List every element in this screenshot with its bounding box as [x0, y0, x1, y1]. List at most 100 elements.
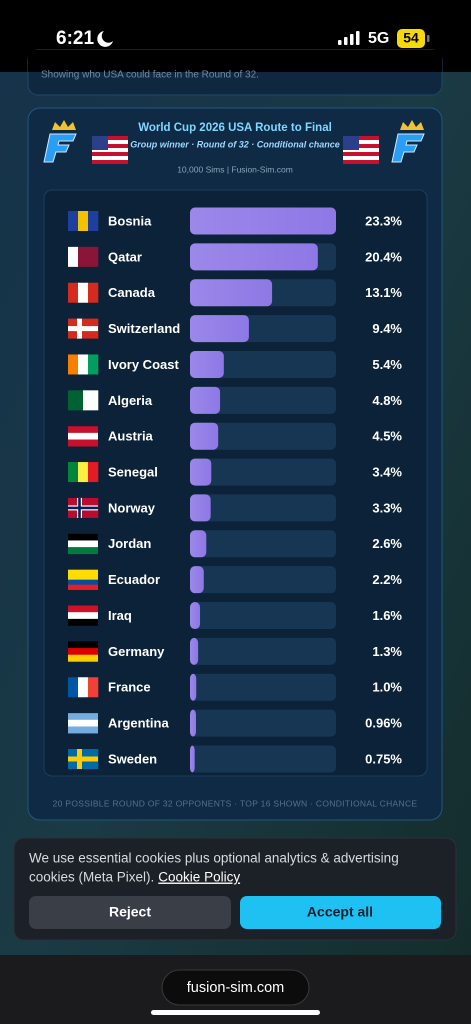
- flag-icon: [68, 354, 99, 375]
- bar-track: [190, 422, 336, 450]
- card-source: 10,000 Sims | Fusion-Sim.com: [177, 164, 293, 174]
- cookie-policy-link[interactable]: Cookie Policy: [158, 870, 240, 885]
- battery-level: 54: [403, 30, 419, 46]
- flag-stripe: [92, 144, 128, 148]
- value-label: 1.3%: [372, 644, 402, 659]
- flag-stripe: [68, 654, 98, 662]
- flag-icon: [68, 426, 98, 447]
- flag-stripe: [68, 726, 98, 734]
- bar-track: [190, 566, 336, 594]
- flag-icon: [68, 462, 99, 483]
- flag-stripe: [68, 439, 98, 447]
- flag-stripe: [88, 462, 99, 483]
- flag-stripe: [68, 574, 98, 580]
- status-cover: [28, 50, 442, 72]
- flag-stripe: [68, 713, 98, 721]
- flag-stripe: [68, 390, 84, 411]
- flag-icon: [68, 569, 98, 590]
- bar-sheen: [190, 279, 273, 307]
- flag-icon: [68, 677, 99, 698]
- bar-track: [190, 458, 336, 486]
- card-footer: 20 POSSIBLE ROUND OF 32 OPPONENTS · TOP …: [53, 798, 418, 808]
- chart: Bosnia 23.3% Qatar 20.4% Canada 13.1% Switzerl…: [68, 207, 402, 773]
- flag-canton: [343, 136, 359, 150]
- value-label: 0.75%: [365, 751, 402, 766]
- flag-stripe: [92, 160, 128, 164]
- flag-icon: [68, 390, 99, 411]
- bar-sheen: [190, 243, 318, 271]
- bar-sheen: [190, 422, 219, 450]
- flag-stripe: [88, 677, 99, 698]
- value-label: 2.6%: [372, 536, 402, 551]
- value-label: 20.4%: [365, 249, 402, 264]
- flag-cross: [68, 506, 98, 510]
- category-label: Jordan: [108, 536, 151, 551]
- flag-icon: [68, 497, 99, 518]
- bar-sheen: [190, 494, 211, 522]
- flag-stripe: [88, 282, 99, 303]
- value-label: 4.5%: [372, 429, 402, 444]
- flag-stripe: [68, 648, 98, 656]
- bar-sheen: [190, 566, 204, 594]
- flag-stripe: [68, 211, 79, 231]
- flag-stripe: [88, 211, 99, 231]
- flag-cross: [68, 756, 98, 762]
- category-label: Bosnia: [108, 213, 152, 228]
- flag-stripe: [92, 140, 128, 144]
- f-logo: [391, 133, 425, 163]
- flag-stripe: [92, 148, 128, 152]
- flag-stripe: [92, 156, 128, 160]
- us-flag: [343, 136, 379, 164]
- flag-stripe: [68, 719, 98, 727]
- bar-sheen: [190, 745, 195, 773]
- flag-stripe: [78, 211, 89, 231]
- value-label: 3.4%: [372, 465, 402, 480]
- bar-sheen: [190, 350, 224, 378]
- flag-stripe: [343, 136, 379, 140]
- bar-sheen: [190, 637, 199, 665]
- bar-track: [190, 350, 336, 378]
- value-label: 0.96%: [365, 716, 402, 731]
- bar-track: [190, 673, 336, 701]
- f-logo: [43, 133, 77, 163]
- category-label: Senegal: [108, 465, 158, 480]
- flag-icon: [68, 318, 99, 339]
- flag-stripe: [92, 152, 128, 156]
- network: 5G: [368, 30, 389, 47]
- reject-label[interactable]: Reject: [109, 904, 151, 920]
- bar-sheen: [190, 602, 201, 630]
- time: 6:21: [56, 28, 94, 49]
- value-label: 13.1%: [365, 285, 402, 300]
- category-label: Ecuador: [108, 572, 160, 587]
- bar-sheen: [190, 386, 221, 414]
- flag-stripe: [343, 160, 379, 164]
- url-pill[interactable]: [161, 969, 310, 1006]
- flag-stripe: [88, 246, 99, 267]
- flag-icon: [68, 533, 98, 555]
- flag-stripe: [78, 677, 89, 698]
- flag-stripe: [343, 148, 379, 152]
- us-flag: [92, 136, 128, 164]
- reject-button[interactable]: [29, 896, 231, 929]
- flag-stripe: [343, 152, 379, 156]
- bar-track: [190, 602, 336, 630]
- bar-sheen: [190, 530, 207, 558]
- flag-cross: [68, 326, 98, 332]
- category-label: France: [108, 680, 151, 695]
- flag-stripe: [68, 569, 98, 575]
- value-label: 3.3%: [372, 500, 402, 515]
- flag-stripe: [343, 156, 379, 160]
- flag-stripe: [68, 354, 79, 375]
- flag-stripe: [343, 144, 379, 148]
- flag-stripe: [68, 677, 79, 698]
- flag-stripe: [68, 584, 98, 590]
- category-label: Canada: [108, 285, 156, 300]
- flag-stripe: [68, 605, 98, 613]
- accept-label[interactable]: Accept all: [307, 904, 373, 920]
- accept-button[interactable]: [240, 896, 441, 929]
- flag-stripe: [68, 540, 98, 548]
- url[interactable]: fusion-sim.com: [187, 980, 285, 996]
- category-label: Ivory Coast: [108, 357, 179, 372]
